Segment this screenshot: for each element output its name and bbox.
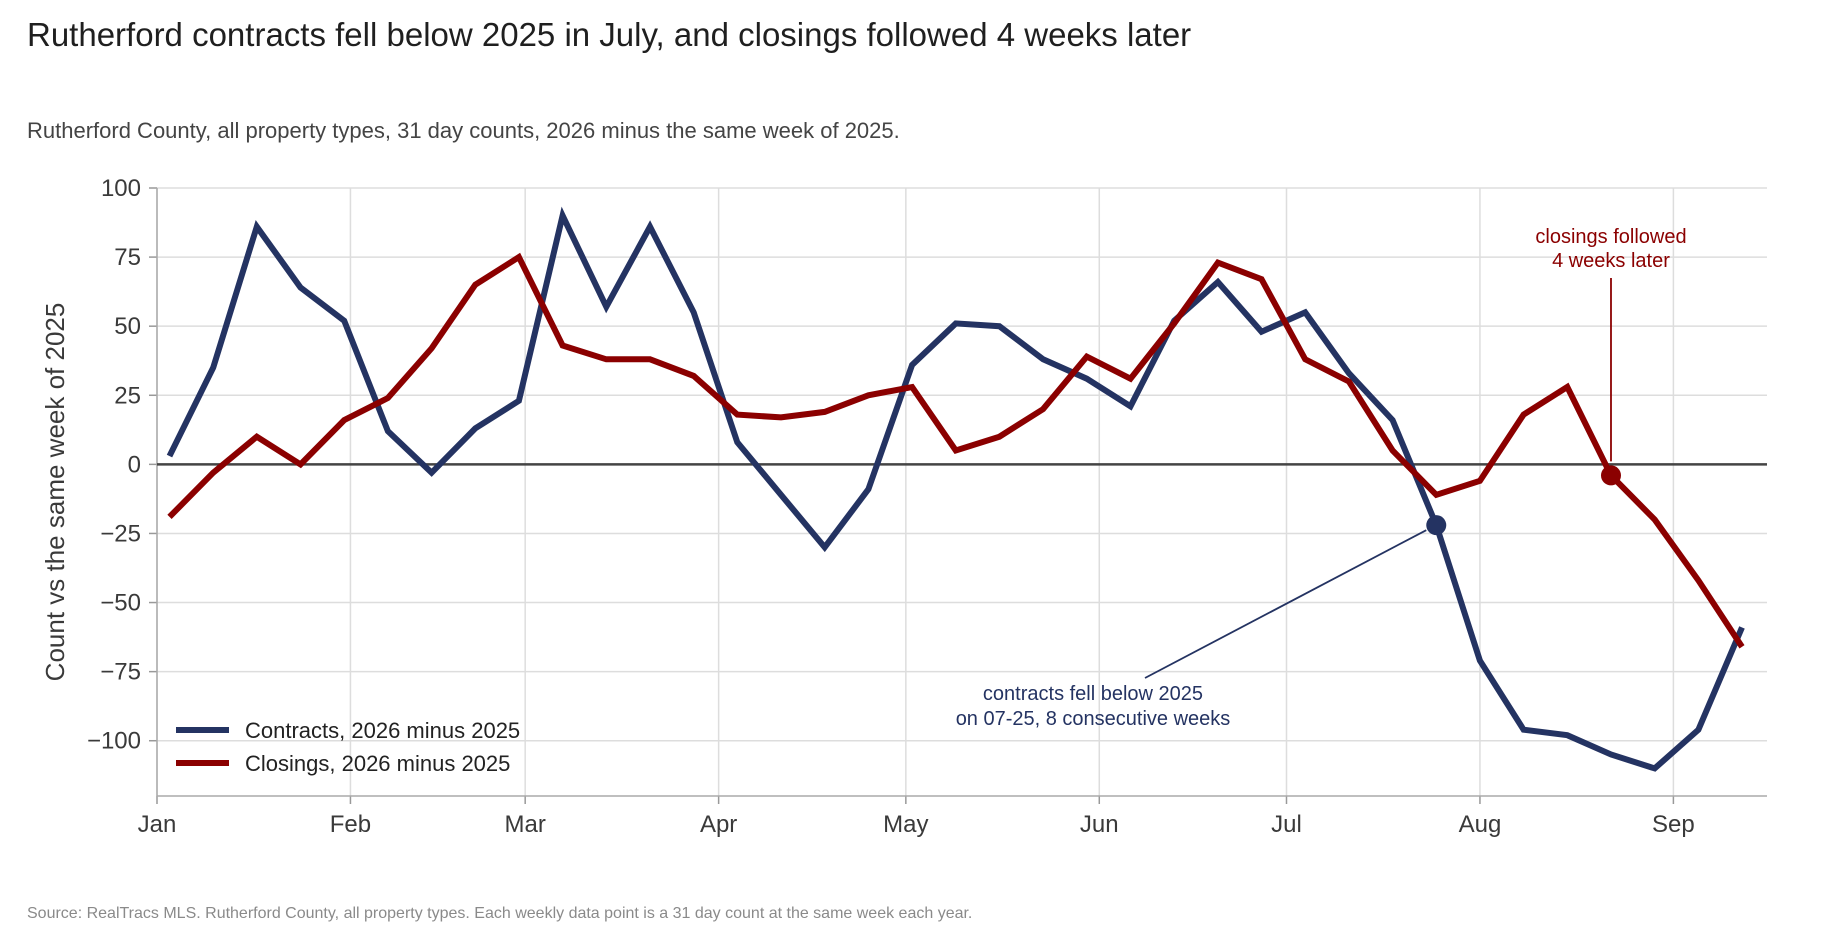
y-tick-label: 75 [114,244,141,271]
legend-label-contracts: Contracts, 2026 minus 2025 [245,718,520,743]
x-tick-label: Jul [1271,811,1302,838]
annotations: contracts fell below 2025 on 07-25, 8 con… [956,226,1687,730]
closings-annotation-text: 4 weeks later [1552,250,1670,272]
source-note: Source: RealTracs MLS. Rutherford County… [27,905,973,922]
y-tick-label: −50 [100,590,141,617]
y-tick-label: 0 [128,451,141,478]
line-chart: 100 75 50 25 0 −25 −50 −75 −100 Jan Feb Mar Apr May Ju… [40,175,1767,838]
y-tick-label: −25 [100,520,141,547]
x-tick-label: Sep [1652,811,1695,838]
series-line-closings [167,252,1745,649]
x-tick-label: Jun [1080,811,1119,838]
x-tick-label: Jan [138,811,177,838]
closings-annotation-marker [1600,465,1621,486]
contracts-annotation-marker [1426,515,1447,536]
x-tick-label: Feb [330,811,371,838]
contracts-annotation-text: contracts fell below 2025 [983,683,1203,705]
y-tick-label: 100 [101,175,141,202]
y-tick-label: 50 [114,313,141,340]
x-tick-label: Apr [700,811,737,838]
y-tick-label: 25 [114,382,141,409]
closings-annotation-text: closings followed [1535,226,1686,248]
series-line-contracts [166,206,1745,772]
y-tick-label: −100 [87,728,141,755]
chart-title: Rutherford contracts fell below 2025 in … [27,16,1192,53]
contracts-annotation-leader [1144,529,1427,679]
y-tick-label: −75 [100,659,141,686]
legend: Contracts, 2026 minus 2025 Closings, 2026… [176,718,520,776]
gridlines [156,187,1767,796]
x-tick-label: Mar [505,811,546,838]
x-tick-label: Aug [1459,811,1502,838]
x-tick-label: May [883,811,928,838]
legend-label-closings: Closings, 2026 minus 2025 [245,751,510,776]
series-lines [166,206,1745,772]
axes: 100 75 50 25 0 −25 −50 −75 −100 Jan Feb Mar Apr May Ju… [40,175,1767,838]
contracts-annotation-text: on 07-25, 8 consecutive weeks [956,708,1231,730]
chart-subtitle: Rutherford County, all property types, 3… [27,118,900,143]
y-axis-title: Count vs the same week of 2025 [40,303,70,682]
